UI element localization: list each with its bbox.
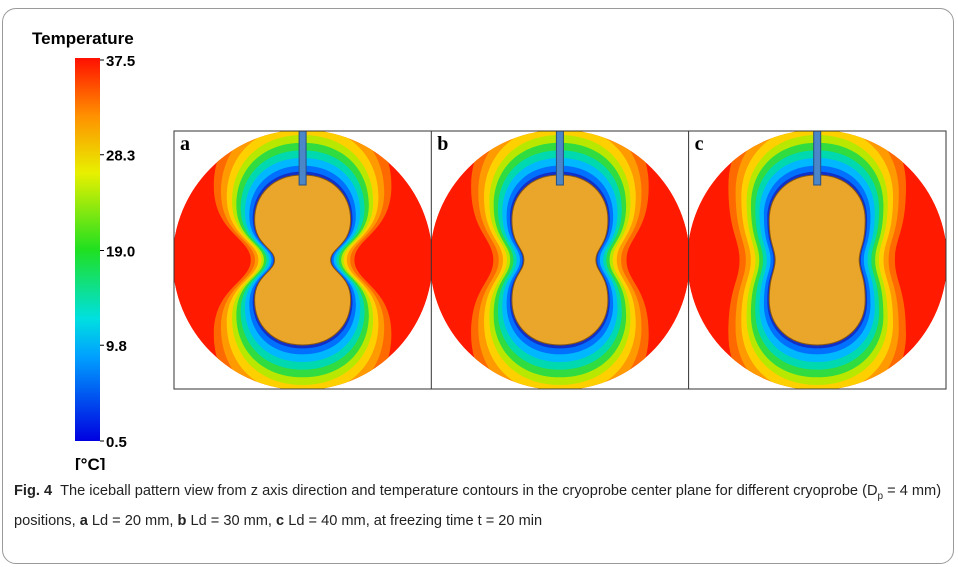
colorbar-title: Temperature [32,29,134,48]
colorbar-tick-label: 0.5 [106,434,127,451]
colorbar-tick-label: 19.0 [106,244,135,261]
contour-plot [687,103,947,418]
iceball [512,175,608,345]
colorbar-tick-label: 28.3 [106,148,135,165]
caption-panel: a [80,513,88,529]
caption-label: Fig. 4 [14,483,52,499]
hot-spot [385,249,413,271]
cryoprobe [814,125,821,185]
page: {"colorbar": {"title": "Temperature", "l… [0,0,958,567]
caption-text: Ld = 20 mm, [88,513,178,529]
colorbar-tick-label: 37.5 [106,53,135,70]
panels: a b c [173,103,948,418]
panel [173,103,433,418]
panel-label: b [437,133,448,155]
hot-spot [447,249,475,271]
iceball [769,175,865,345]
panel-label: c [695,133,704,155]
panel-label: a [180,133,190,155]
hot-spot [703,249,731,271]
colorbar-tick-label: 9.8 [106,338,127,355]
caption-panel: c [276,513,284,529]
colorbar-unit: [°C] [75,455,105,470]
colorbar [75,58,100,441]
caption-text: Ld = 30 mm, [186,513,276,529]
hot-spot [904,249,932,271]
figure: Temperature [°C] a b c 37.5 28.3 19.0 9.8 0.5 [0,0,958,470]
contour-plot [173,103,433,418]
caption: Fig. 4 The iceball pattern view from z ax… [14,479,944,534]
cryoprobe [556,125,563,185]
panel [687,103,947,418]
hot-spot [192,249,220,271]
cryoprobe [299,125,306,185]
hot-spot [645,249,673,271]
panel [430,103,690,418]
caption-text: Ld = 40 mm, at freezing time t = 20 min [284,513,542,529]
contour-plot [430,103,690,418]
caption-text: The iceball pattern view from z axis dir… [60,483,877,499]
